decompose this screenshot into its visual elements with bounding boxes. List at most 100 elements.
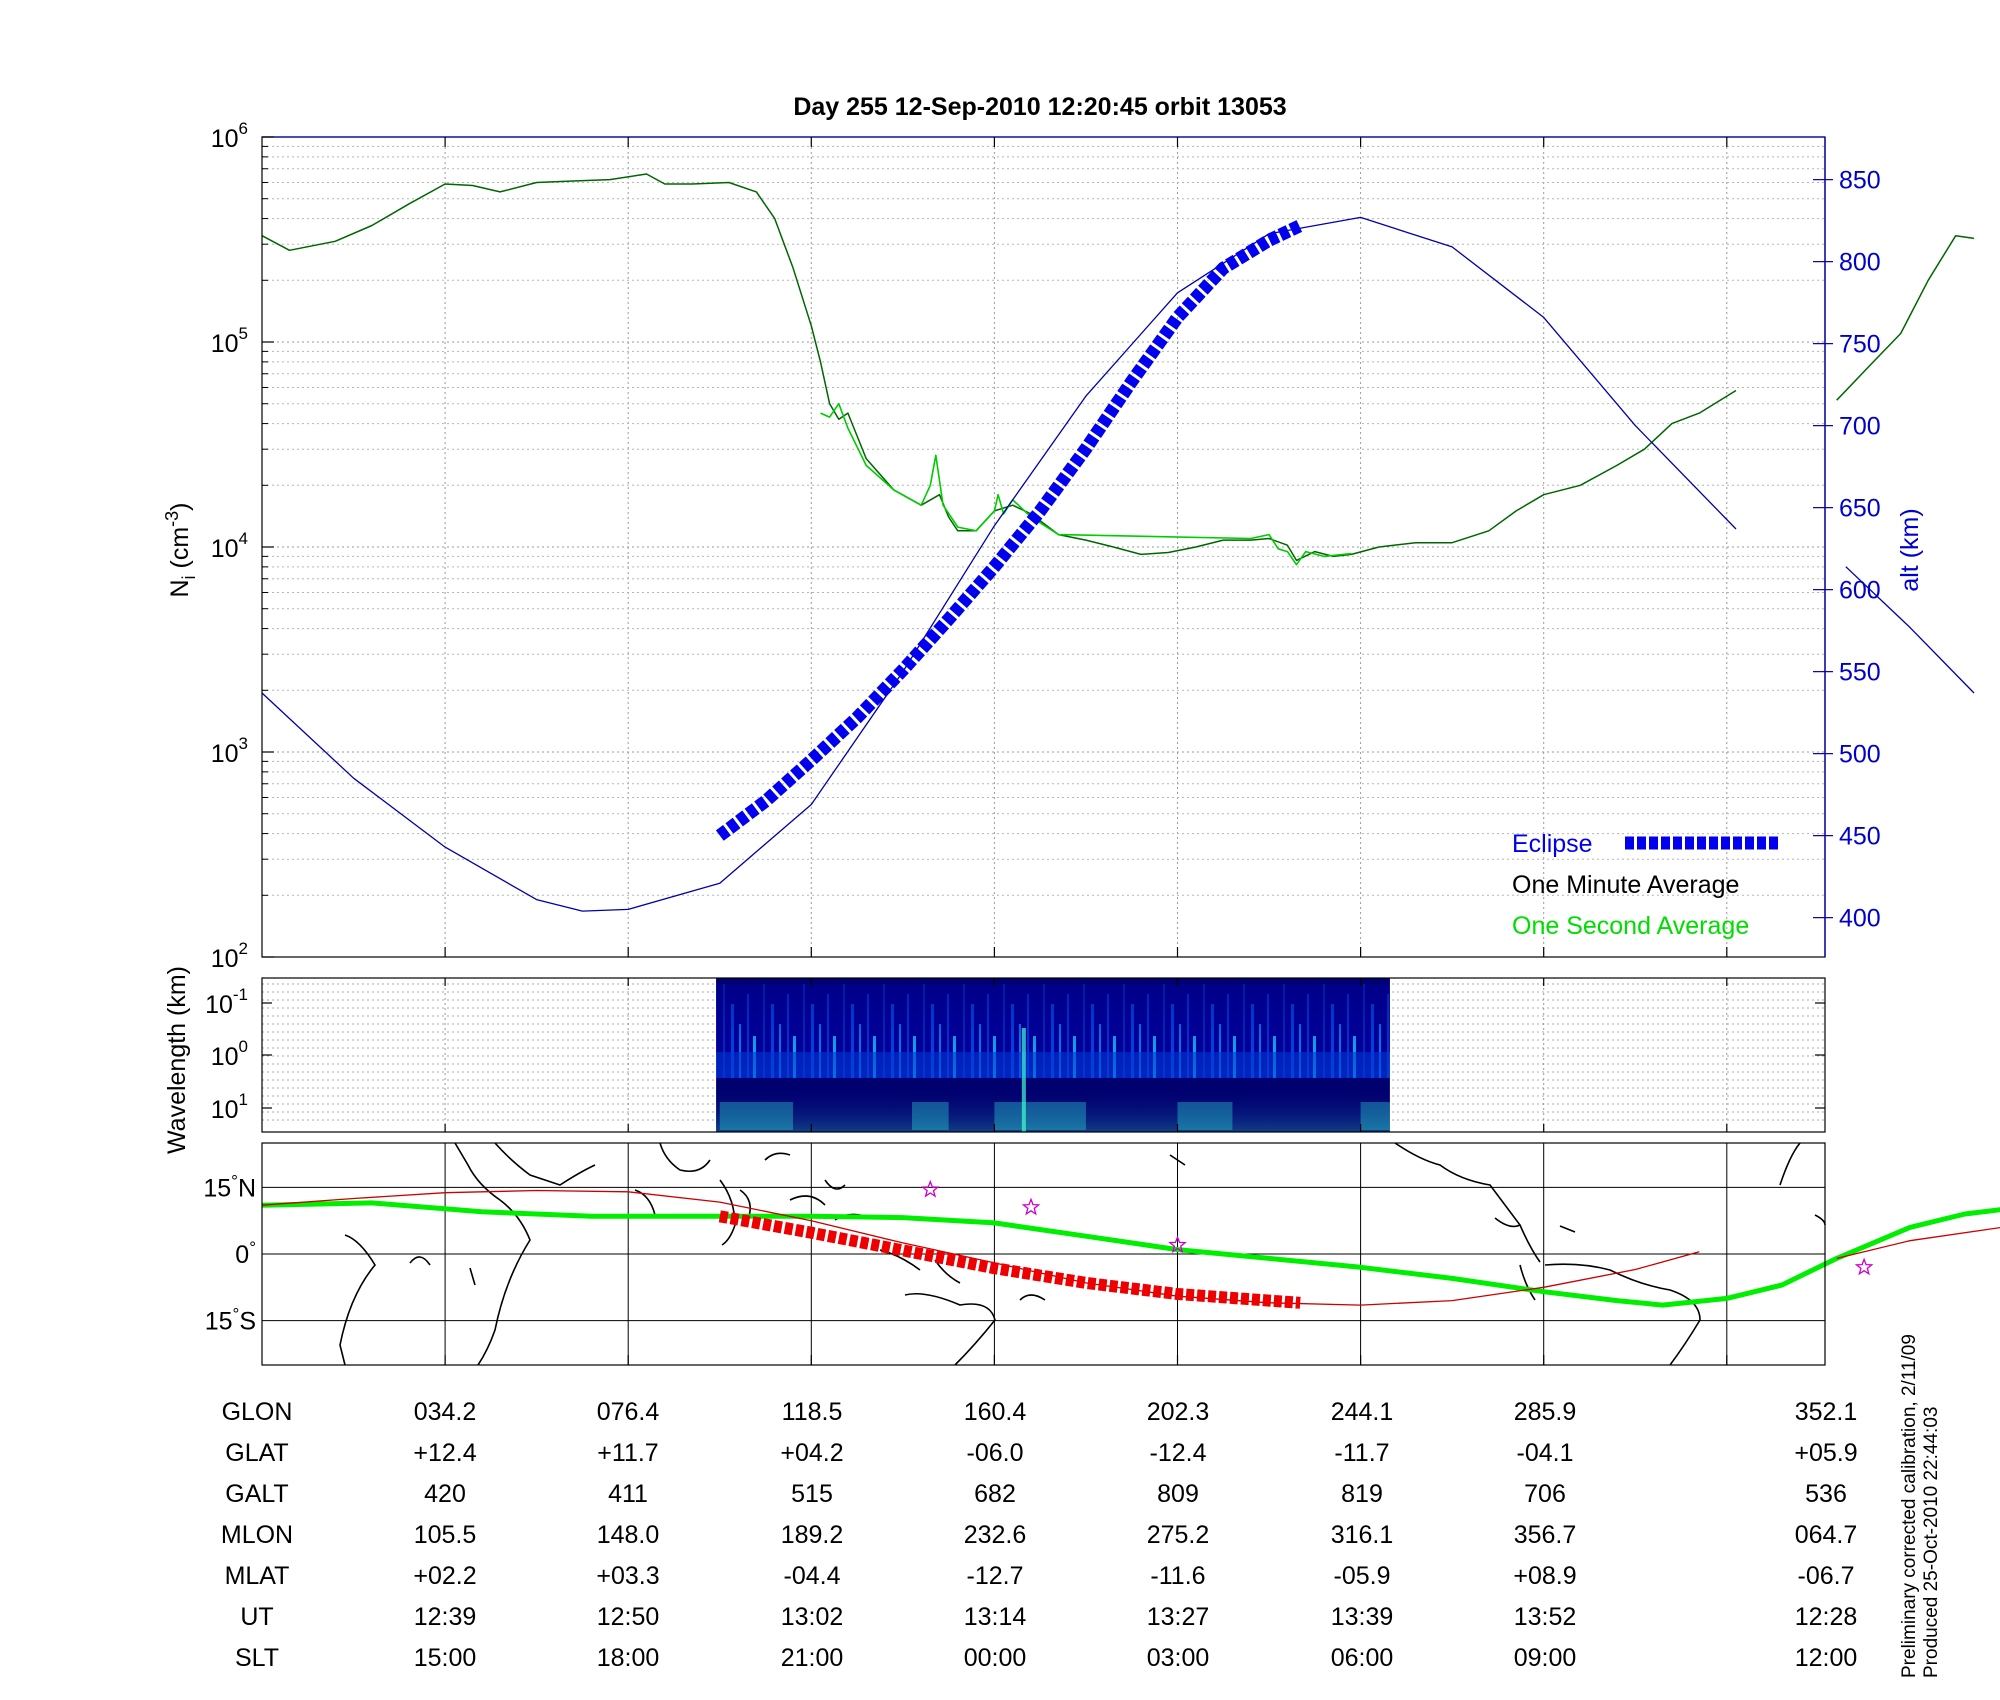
footnote-line1: Preliminary corrected calibration, 2/11/… — [1899, 1334, 1920, 1678]
table-row-label: MLAT — [225, 1562, 290, 1590]
table-cell: 03:00 — [1147, 1644, 1210, 1672]
table-cell: 420 — [424, 1480, 466, 1508]
y-tick-label: 102 — [211, 939, 248, 973]
y-tick-label: 103 — [211, 734, 248, 768]
map-tick-degree: ° — [233, 1305, 240, 1324]
table-cell: -04.4 — [784, 1562, 841, 1590]
table-cell: 160.4 — [964, 1398, 1027, 1426]
star-marker — [1168, 1235, 1187, 1254]
table-cell: +08.9 — [1513, 1562, 1576, 1590]
table-cell: 13:27 — [1147, 1603, 1210, 1631]
y2-tick-label: 550 — [1839, 659, 1881, 687]
spectrogram-data — [716, 978, 1390, 1132]
y-tick-label: 106 — [211, 119, 248, 153]
y-axis-label-unit-open: (cm — [166, 527, 194, 576]
table-cell: -05.9 — [1334, 1562, 1391, 1590]
spectrogram-tick-exp: -1 — [233, 985, 248, 1004]
y-tick-base: 10 — [211, 945, 239, 973]
table-cell: 15:00 — [414, 1644, 477, 1672]
table-row-label: GLAT — [225, 1439, 288, 1467]
table-cell: +05.9 — [1794, 1439, 1857, 1467]
star-marker — [1021, 1197, 1041, 1216]
spectrogram-shade — [716, 978, 1390, 1132]
spectrogram-band — [1177, 1102, 1233, 1130]
map-tick-degree: ° — [231, 1171, 238, 1190]
orbit-track-line — [1836, 1226, 2000, 1260]
spectrogram-tick-label: 101 — [211, 1090, 248, 1124]
y2-tick-label: 700 — [1839, 413, 1881, 441]
table-cell: +12.4 — [413, 1439, 476, 1467]
legend: Eclipse One Minute Average One Second Av… — [1512, 830, 1778, 940]
table-cell: 12:00 — [1795, 1644, 1858, 1672]
y-tick-exp: 6 — [239, 119, 248, 138]
table-cell: 105.5 — [414, 1521, 477, 1549]
table-cell: 21:00 — [781, 1644, 844, 1672]
table-cell: -04.1 — [1517, 1439, 1574, 1467]
chart-title: Day 255 12-Sep-2010 12:20:45 orbit 13053 — [793, 93, 1286, 121]
spectrogram-tick-exp: 1 — [239, 1090, 248, 1109]
magnetic-equator-line — [261, 1200, 2000, 1308]
table-cell: 275.2 — [1147, 1521, 1210, 1549]
map-panel: 15°N0°15°S — [203, 1142, 2000, 1366]
table-row-label: GLON — [222, 1398, 293, 1426]
altitude-series — [1845, 566, 1975, 694]
map-tick-value: 15 — [203, 1174, 231, 1202]
y-tick-label: 105 — [211, 324, 248, 358]
y2-tick-label: 450 — [1839, 823, 1881, 851]
spectrogram-band — [912, 1102, 949, 1130]
map-tick-label: 15°S — [205, 1305, 256, 1336]
table-cell: 13:14 — [964, 1603, 1027, 1631]
table-cell: +11.7 — [597, 1439, 658, 1467]
table-row-label: GALT — [225, 1480, 288, 1508]
table-cell: +03.3 — [596, 1562, 659, 1590]
table-cell: 13:39 — [1331, 1603, 1394, 1631]
table-cell: 682 — [974, 1480, 1016, 1508]
y-tick-base: 10 — [211, 330, 239, 358]
altitude-series — [261, 216, 1737, 912]
y2-tick-label: 800 — [1839, 249, 1881, 277]
table-cell: 13:52 — [1514, 1603, 1577, 1631]
table-cell: 244.1 — [1331, 1398, 1394, 1426]
y-tick-exp: 4 — [239, 529, 248, 548]
table-cell: 18:00 — [597, 1644, 660, 1672]
y-axis-label-unit-close: ) — [166, 502, 194, 510]
y2-axis-label: alt (km) — [1896, 508, 1924, 591]
spectrogram-band — [719, 1102, 793, 1130]
y2-tick-label: 850 — [1839, 167, 1881, 195]
spectrogram-tick-label: 10-1 — [205, 985, 248, 1019]
spectrogram-y-label: Wavelength (km) — [163, 966, 191, 1154]
main-grid — [262, 137, 1825, 958]
table-cell: 12:50 — [597, 1603, 660, 1631]
map-tick-label: 0° — [235, 1238, 256, 1269]
star-marker — [920, 1179, 940, 1198]
table-cell: 356.7 — [1514, 1521, 1577, 1549]
table-cell: -11.7 — [1334, 1439, 1389, 1467]
spectrogram-spike — [1021, 1028, 1026, 1132]
one-minute-series — [1836, 234, 1975, 401]
table-cell: 819 — [1341, 1480, 1383, 1508]
map-tick-hemisphere: N — [238, 1174, 256, 1202]
spectrogram-tick-label: 100 — [211, 1037, 248, 1071]
map-series — [261, 1179, 2000, 1309]
legend-one-minute: One Minute Average — [1512, 871, 1739, 899]
y-tick-exp: 2 — [239, 939, 248, 958]
map-y-ticks: 15°N0°15°S — [203, 1171, 256, 1335]
y2-axis-ticks: 400 450 500 550 600 650 700 750 800 850 — [1813, 167, 1881, 933]
table-cell: 13:02 — [781, 1603, 844, 1631]
spectrogram-tick-exp: 0 — [239, 1037, 248, 1056]
y-axis-label: Ni (cm-3) — [162, 502, 199, 597]
y-axis-label-main: N — [166, 579, 194, 597]
table-cell: 076.4 — [597, 1398, 660, 1426]
y2-tick-label: 500 — [1839, 741, 1881, 769]
table-cell: +02.2 — [413, 1562, 476, 1590]
map-tick-degree: ° — [249, 1238, 256, 1257]
table-cell: -06.7 — [1798, 1562, 1855, 1590]
y2-tick-label: 400 — [1839, 905, 1881, 933]
table-cell: 352.1 — [1795, 1398, 1858, 1426]
table-cell: 706 — [1524, 1480, 1566, 1508]
spectrogram-tick-base: 10 — [211, 1043, 239, 1071]
table-cell: -11.6 — [1150, 1562, 1205, 1590]
table-cell: 316.1 — [1331, 1521, 1394, 1549]
table-cell: 515 — [791, 1480, 833, 1508]
table-cell: 809 — [1157, 1480, 1199, 1508]
